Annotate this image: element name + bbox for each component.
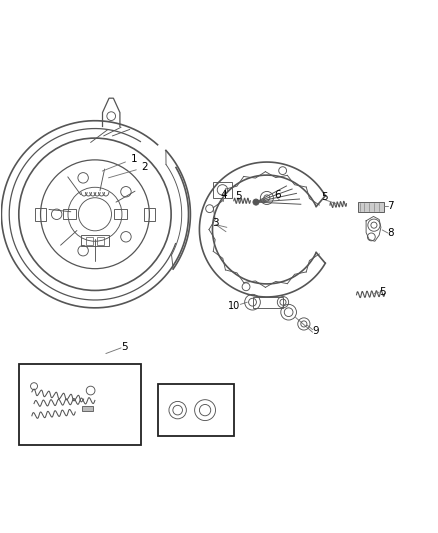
Bar (158, 384, 234, 436)
Text: 7: 7 (388, 201, 394, 212)
Text: 8: 8 (388, 228, 394, 238)
Bar (144, 208, 155, 221)
Text: 4: 4 (220, 190, 226, 200)
Bar (86, 237, 93, 245)
Text: 9: 9 (312, 326, 319, 336)
Text: 6: 6 (275, 190, 281, 200)
Bar (81, 235, 109, 246)
Bar (63, 209, 76, 219)
Bar (213, 182, 232, 198)
Text: 5: 5 (321, 192, 328, 203)
Text: 3: 3 (212, 218, 219, 228)
Text: 5: 5 (235, 191, 242, 201)
Text: 2: 2 (109, 162, 148, 178)
Bar (253, 296, 283, 308)
Bar (114, 209, 127, 219)
Circle shape (253, 199, 259, 205)
Text: 5: 5 (379, 287, 385, 297)
Text: 1: 1 (102, 154, 138, 171)
Text: 5: 5 (121, 342, 127, 352)
Bar (82, 406, 93, 411)
Bar (35, 208, 46, 221)
Bar (19, 365, 141, 445)
Bar (97, 237, 104, 245)
Bar (358, 202, 385, 212)
Text: 10: 10 (228, 301, 240, 311)
